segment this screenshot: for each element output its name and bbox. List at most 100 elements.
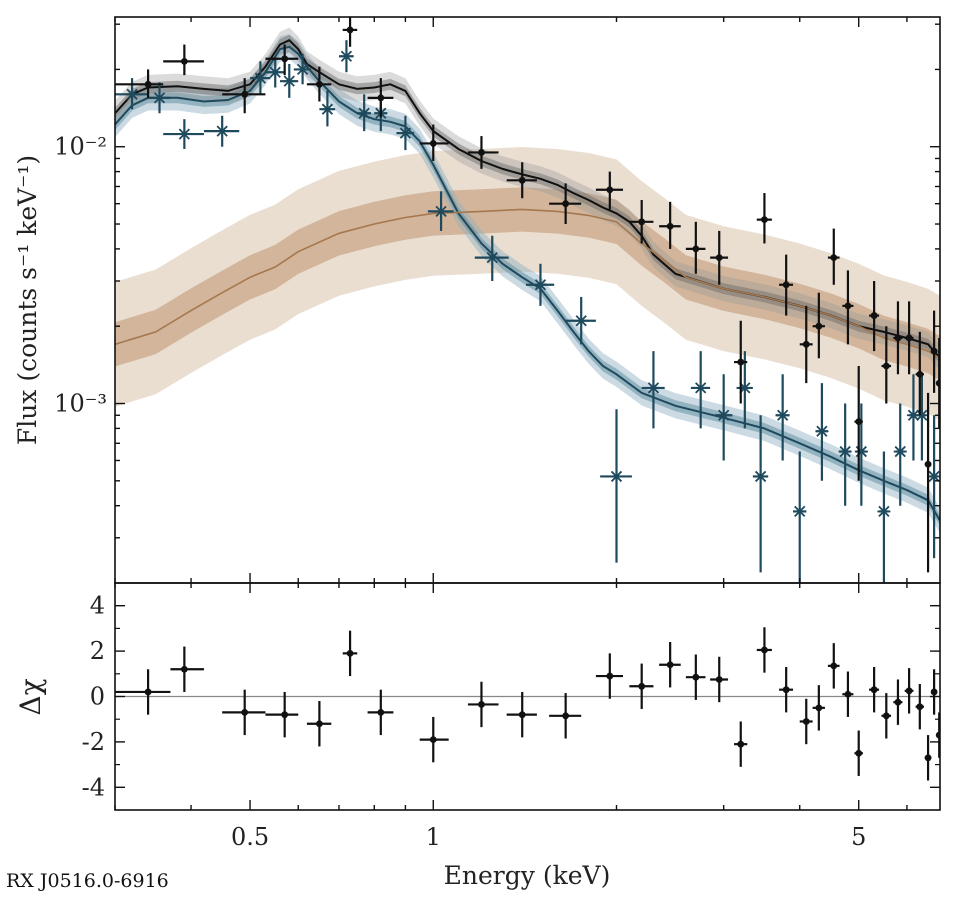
residual-point-marker-28 [916, 703, 924, 711]
dot-point-marker-1 [180, 57, 188, 65]
star-point-marker-32 [927, 470, 940, 483]
dot-point-marker-4 [315, 80, 323, 88]
dot-point-marker-21 [830, 254, 838, 262]
dot-point-marker-23 [855, 418, 863, 426]
star-point-marker-3 [215, 125, 229, 137]
dot-point-marker-20 [815, 322, 823, 330]
dot-point-marker-29 [924, 460, 932, 468]
residual-point-marker-9 [518, 711, 526, 719]
residual-point-marker-2 [241, 708, 249, 716]
star-point-marker-0 [125, 88, 139, 100]
star-point-marker-9 [339, 50, 353, 62]
star-point-marker-23 [776, 409, 790, 421]
residual-point-marker-26 [894, 698, 902, 706]
res-tick-label: 0 [90, 683, 105, 711]
star-point-marker-31 [915, 409, 929, 421]
dot-point-marker-14 [692, 245, 700, 253]
residual-point-marker-4 [315, 720, 323, 728]
star-point-marker-4 [253, 72, 267, 84]
dot-point-marker-5 [346, 26, 354, 34]
dot-point-marker-31 [935, 379, 940, 387]
dot-point-marker-16 [737, 358, 745, 366]
dot-point-marker-19 [802, 340, 810, 348]
dot-point-marker-12 [638, 218, 646, 226]
star-point-marker-7 [296, 63, 310, 76]
res-tick-label: -4 [82, 773, 105, 801]
residual-point-marker-8 [478, 701, 485, 708]
residual-point-marker-21 [830, 662, 838, 670]
band-1-1 [115, 41, 940, 527]
x-tick-label: 1 [426, 823, 441, 851]
star-point-marker-6 [282, 75, 296, 87]
residual-point-marker-5 [346, 649, 354, 657]
dot-point-marker-28 [916, 370, 924, 378]
residual-point-marker-7 [429, 736, 437, 744]
residual-point-marker-20 [815, 704, 823, 712]
dot-point-marker-9 [518, 176, 526, 184]
star-point-marker-22 [754, 470, 768, 483]
star-point-marker-19 [694, 382, 708, 394]
dot-point-marker-7 [429, 140, 437, 147]
band-0-1 [115, 34, 940, 364]
band-0-0 [115, 27, 940, 371]
dot-point-marker-18 [782, 281, 790, 289]
star-point-marker-26 [838, 445, 852, 458]
residual-point-marker-30 [930, 688, 938, 696]
dot-point-marker-0 [144, 80, 152, 88]
dot-point-marker-3 [281, 55, 289, 63]
axes: 0.5 1 5 10⁻² 10⁻³ 4 2 0 -2 -4 [54, 16, 941, 851]
star-point-marker-2 [177, 128, 191, 140]
x-tick-label: 5 [851, 823, 866, 851]
dot-point-marker-27 [905, 334, 913, 342]
res-tick-label: 2 [90, 637, 105, 665]
star-point-marker-1 [152, 92, 166, 104]
star-point-marker-28 [877, 505, 891, 518]
residual-point-marker-10 [562, 712, 570, 720]
dot-point-marker-13 [666, 222, 674, 230]
y-tick-label: 10⁻³ [54, 390, 107, 418]
dot-point-marker-22 [844, 302, 852, 310]
residual-point-marker-19 [802, 718, 810, 725]
residual-point-marker-31 [935, 731, 940, 739]
model-uncertainty-bands [115, 27, 940, 534]
star-point-marker-20 [717, 409, 731, 421]
residual-data-points [115, 627, 940, 781]
residual-point-marker-6 [377, 708, 385, 716]
dot-point-marker-11 [606, 186, 614, 194]
dot-point-marker-17 [761, 216, 768, 224]
residual-point-marker-12 [638, 682, 646, 690]
dot-point-marker-15 [715, 254, 723, 262]
dot-point-marker-8 [478, 149, 485, 156]
dot-point-marker-30 [930, 347, 938, 355]
flux-axis-label: Flux (counts s⁻¹ keV⁻¹) [13, 155, 42, 445]
res-tick-label: 4 [90, 592, 105, 620]
residual-point-marker-14 [692, 673, 700, 681]
dot-point-marker-10 [562, 200, 570, 208]
residual-point-marker-24 [870, 686, 878, 694]
residual-point-marker-11 [606, 672, 614, 680]
energy-axis-label: Energy (keV) [444, 861, 611, 890]
band-2-0 [115, 147, 940, 421]
star-point-marker-24 [793, 505, 807, 518]
dot-point-marker-25 [882, 362, 890, 370]
residual-point-marker-25 [882, 712, 890, 720]
dot-point-marker-2 [241, 90, 249, 98]
star-point-marker-29 [893, 445, 907, 458]
residual-point-marker-17 [761, 646, 768, 654]
residual-point-marker-27 [905, 687, 913, 695]
star-point-marker-17 [609, 470, 623, 483]
star-point-marker-5 [268, 66, 282, 78]
star-point-marker-16 [574, 315, 588, 327]
residual-point-marker-3 [281, 711, 289, 719]
star-point-marker-15 [533, 279, 547, 291]
x-tick-label: 0.5 [231, 823, 269, 851]
star-point-marker-8 [320, 103, 334, 115]
residual-point-marker-23 [855, 749, 863, 757]
y-tick-label: 10⁻² [54, 133, 107, 161]
residual-point-marker-18 [782, 686, 790, 694]
residual-point-marker-16 [737, 740, 745, 748]
residual-point-marker-15 [715, 676, 723, 683]
dot-point-marker-24 [870, 312, 878, 319]
res-tick-label: -2 [82, 728, 105, 756]
